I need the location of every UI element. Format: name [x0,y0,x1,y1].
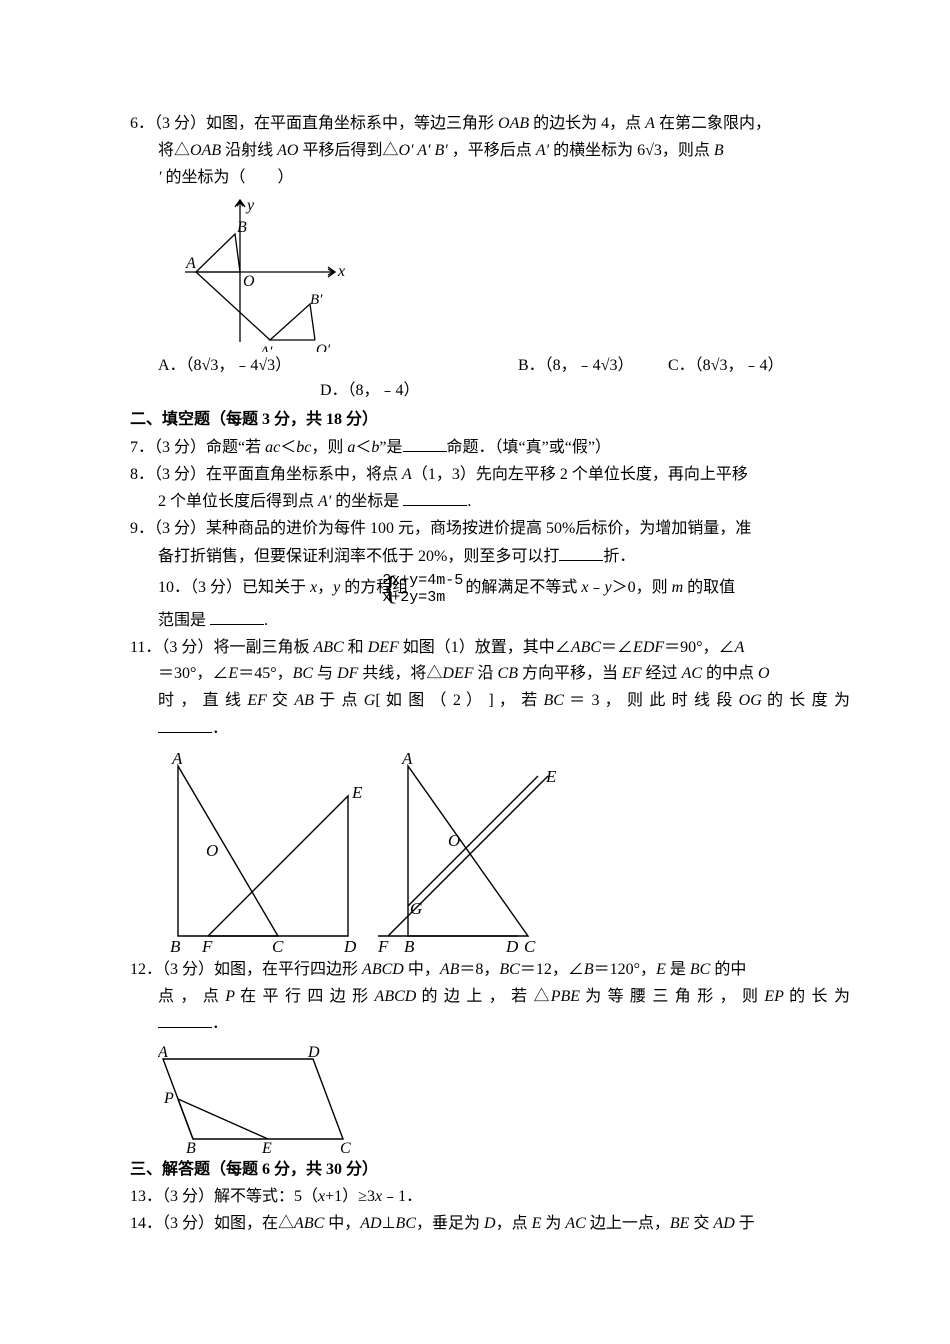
svg-text:O: O [206,841,218,860]
question-11-line3: 时 ， 直 线 EF 交 AB 于 点 G[ 如 图 （ 2 ） ] ， 若 B… [130,689,850,714]
question-8-line2: 2 个单位长度后得到点 A′ 的坐标是 . [130,489,850,515]
q6-opt-b: B．（8，﹣4√3） [518,354,668,379]
svg-text:y: y [245,197,255,214]
question-11: 11．（3 分）将一副三角板 ABC 和 DEF 如图（1）放置，其中∠ABC＝… [130,636,850,661]
svg-text:A′: A′ [259,344,273,352]
section-2-title: 二、填空题（每题 3 分，共 18 分） [130,408,850,433]
svg-text:A: A [158,1044,168,1061]
q11-figure: A B C D E F O [130,746,850,956]
question-6-line2: 将△OAB 沿射线 AO 平移后得到△O′ A′ B′ ，平移后点 A′ 的横坐… [130,139,850,164]
question-9-line2: 备打折销售，但要保证利润率不低于 20%，则至多可以打折． [130,544,850,570]
svg-text:E: E [351,783,363,802]
question-13: 13．（3 分）解不等式：5（x+1）≥3x﹣1． [130,1185,850,1210]
svg-text:O: O [448,831,460,850]
q6-opt-d: D．（8，﹣4） [130,379,850,404]
svg-text:O′: O′ [316,342,331,352]
svg-text:F: F [201,937,213,956]
svg-text:B: B [404,937,415,956]
svg-text:C: C [340,1140,351,1154]
question-10-line2: 范围是 . [130,608,850,634]
svg-text:O: O [243,273,255,290]
svg-text:C: C [272,937,284,956]
svg-text:A: A [171,749,183,768]
blank [403,435,447,452]
section-3-title: 三、解答题（每题 6 分，共 30 分） [130,1158,850,1183]
svg-text:D: D [307,1044,320,1061]
q6-figure: y x A B O A′ B′ O′ [130,192,850,352]
question-10: 10．（3 分）已知关于 x，y 的方程组 { 2x+y=4m-5 x+2y=3… [130,572,850,606]
svg-text:x: x [337,263,345,280]
blank [559,544,603,561]
svg-text:E: E [545,767,557,786]
question-12-line2: 点 ， 点 P 在 平 行 四 边 形 ABCD 的 边 上 ， 若 △PBE … [130,985,850,1010]
q6-options: A．（8√3，﹣4√3） B．（8，﹣4√3） C．（8√3，﹣4） [130,354,850,379]
svg-text:E: E [261,1140,272,1154]
svg-text:B: B [170,937,181,956]
question-12: 12．（3 分）如图，在平行四边形 ABCD 中，AB＝8，BC＝12，∠B＝1… [130,958,850,983]
svg-text:B: B [186,1140,196,1154]
question-7: 7．（3 分）命题“若 ac＜bc，则 a＜b”是命题．（填“真”或“假”） [130,435,850,461]
svg-text:P: P [163,1090,174,1107]
svg-text:A: A [401,749,413,768]
question-9: 9．（3 分）某种商品的进价为每件 100 元，商场按进价提高 50%后标价，为… [130,517,850,542]
svg-text:B: B [237,219,247,236]
svg-text:A: A [185,255,196,272]
question-6: 6．（3 分）如图，在平面直角坐标系中，等边三角形 OAB 的边长为 4，点 A… [130,112,850,137]
svg-text:D: D [343,937,357,956]
blank [158,716,212,733]
question-8: 8．（3 分）在平面直角坐标系中，将点 A（1，3）先向左平移 2 个单位长度，… [130,463,850,488]
q6-opt-c: C．（8√3，﹣4） [668,354,818,379]
blank [210,608,264,625]
svg-text:B′: B′ [310,292,323,308]
question-12-line3: ． [130,1011,850,1037]
svg-text:C: C [524,937,536,956]
q12-figure: A D B C E P [130,1039,850,1154]
q-num: 6． [130,115,154,132]
svg-text:D: D [505,937,519,956]
question-6-line3: ′ 的坐标为（ ） [130,166,850,191]
svg-text:G: G [410,899,422,918]
q6-opt-a: A．（8√3，﹣4√3） [158,354,518,379]
question-14: 14．（3 分）如图，在△ABC 中，AD⊥BC，垂足为 D，点 E 为 AC … [130,1212,850,1237]
blank [403,489,467,506]
question-11-line2: ＝30°，∠E＝45°，BC 与 DF 共线，将△DEF 沿 CB 方向平移，当… [130,662,850,687]
svg-text:F: F [377,937,389,956]
blank [158,1011,212,1028]
question-11-line4: ． [130,716,850,742]
